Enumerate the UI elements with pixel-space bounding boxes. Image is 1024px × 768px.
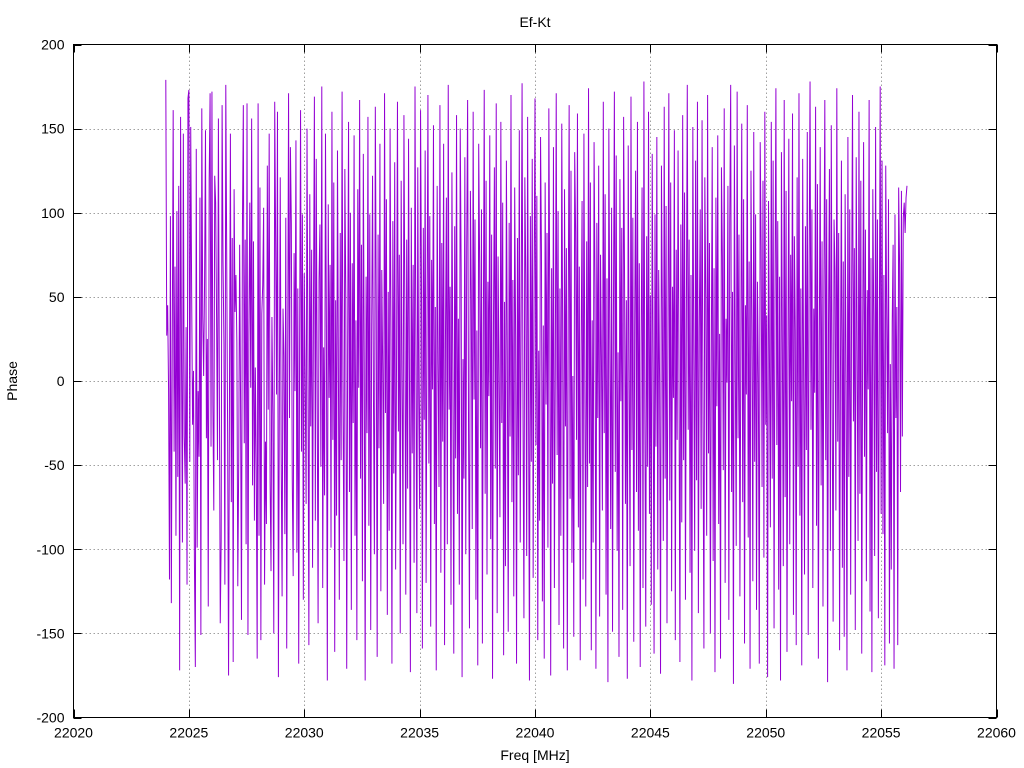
- y-tick-label: 50: [49, 289, 65, 305]
- x-tick-label: 22050: [746, 725, 785, 741]
- x-tick-label: 22040: [516, 725, 555, 741]
- y-tick-label: 150: [41, 121, 65, 137]
- x-tick-label: 22030: [285, 725, 324, 741]
- x-axis-title: Freq [MHz]: [500, 747, 569, 763]
- x-tick-label: 22060: [977, 725, 1016, 741]
- y-tick-label: -150: [36, 625, 64, 641]
- x-tick-label: 22035: [400, 725, 439, 741]
- phase-series-line: [165, 79, 908, 684]
- x-tick-labels: 22020 22025 22030 22035 22040 22045 22050 22055…: [54, 725, 1016, 741]
- y-tick-label: 200: [41, 37, 65, 53]
- x-tick-label: 22020: [54, 725, 93, 741]
- y-tick-label: -200: [36, 710, 64, 726]
- y-tick-labels: -200 -150 -100 -50 0 50 100 150 200: [36, 37, 64, 726]
- series-area: [165, 79, 908, 684]
- y-axis-title: Phase: [4, 361, 20, 401]
- x-tick-label: 22045: [631, 725, 670, 741]
- x-tick-label: 22025: [169, 725, 208, 741]
- y-tick-label: -100: [36, 541, 64, 557]
- y-tick-label: 0: [57, 373, 65, 389]
- tick-marks: [73, 44, 998, 719]
- y-tick-label: 100: [41, 205, 65, 221]
- x-tick-label: 22055: [862, 725, 901, 741]
- y-tick-label: -50: [44, 457, 64, 473]
- chart-title: Ef-Kt: [519, 14, 550, 30]
